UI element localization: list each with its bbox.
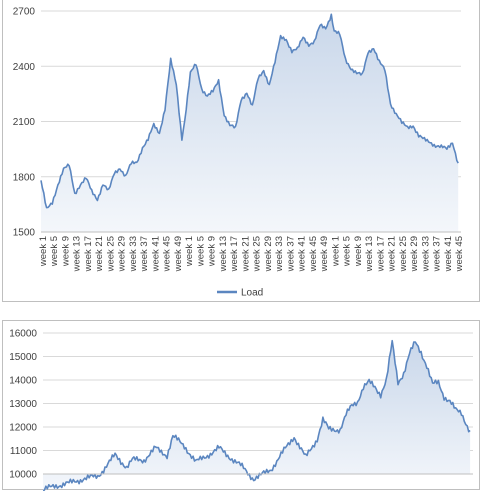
x-tick-label: week 33 — [274, 236, 285, 272]
x-tick-label: week 17 — [83, 236, 94, 272]
y-tick-label: 1800 — [13, 172, 36, 183]
x-tick-label: week 9 — [207, 236, 218, 267]
y-tick-label: 16000 — [9, 329, 37, 340]
x-tick-label: week 37 — [285, 236, 296, 272]
y-tick-label: 10000 — [9, 470, 37, 481]
x-tick-label: week 29 — [117, 236, 128, 272]
x-tick-label: week 37 — [432, 236, 443, 272]
x-tick-label: week 49 — [173, 236, 184, 272]
x-tick-label: week 9 — [61, 236, 72, 267]
y-tick-label: 14000 — [9, 376, 37, 387]
x-tick-label: week 37 — [139, 236, 150, 272]
x-tick-label: week 13 — [364, 236, 375, 272]
x-tick-label: week 17 — [229, 236, 240, 272]
x-tick-label: week 41 — [150, 236, 161, 272]
x-tick-label: week 1 — [184, 236, 195, 267]
second-chart: 10000 11000 12000 13000 14000 15000 16000 — [9, 329, 473, 491]
x-tick-label: week 21 — [240, 236, 251, 272]
x-tick-label: week 1 — [38, 236, 49, 267]
x-tick-label: week 41 — [297, 236, 308, 272]
x-tick-label: week 25 — [398, 236, 409, 272]
y-tick-label: 15000 — [9, 352, 37, 363]
x-tick-label: week 5 — [195, 236, 206, 267]
second-chart-panel: 10000 11000 12000 13000 14000 15000 16000 — [2, 320, 480, 491]
x-tick-label: week 1 — [330, 236, 341, 267]
x-tick-label: week 45 — [308, 236, 319, 272]
series-area — [41, 14, 459, 232]
series-area — [43, 340, 471, 491]
y-tick-label: 2700 — [13, 7, 36, 18]
x-tick-label: week 29 — [263, 236, 274, 272]
x-tick-label: week 21 — [94, 236, 105, 272]
y-tick-label: 2100 — [13, 117, 36, 128]
y-tick-label: 1500 — [13, 228, 36, 239]
x-tick-label: week 13 — [72, 236, 83, 272]
x-tick-label: week 9 — [353, 236, 364, 267]
x-tick-label: week 45 — [162, 236, 173, 272]
x-tick-label: week 21 — [387, 236, 398, 272]
y-tick-label: 13000 — [9, 399, 37, 410]
x-tick-label: week 5 — [49, 236, 60, 267]
x-tick-label: week 29 — [409, 236, 420, 272]
legend-label: Load — [241, 288, 263, 299]
series-line — [40, 13, 459, 209]
y-tick-label: 11000 — [10, 446, 38, 457]
x-tick-label: week 45 — [454, 236, 465, 272]
x-tick-label: week 33 — [420, 236, 431, 272]
y-tick-label: 2400 — [13, 62, 36, 73]
load-chart-panel: 1500 1800 2100 2400 2700 week 1 week 5 week 9 we… — [2, 0, 480, 302]
x-tick-label: week 41 — [443, 236, 454, 272]
x-tick-label: week 33 — [128, 236, 139, 272]
x-tick-label: week 25 — [106, 236, 117, 272]
x-tick-label: week 17 — [375, 236, 386, 272]
y-tick-label: 12000 — [9, 423, 37, 434]
x-tick-label: week 25 — [252, 236, 263, 272]
x-tick-label: week 13 — [218, 236, 229, 272]
x-tick-label: week 49 — [319, 236, 330, 272]
x-tick-label: week 5 — [342, 236, 353, 267]
